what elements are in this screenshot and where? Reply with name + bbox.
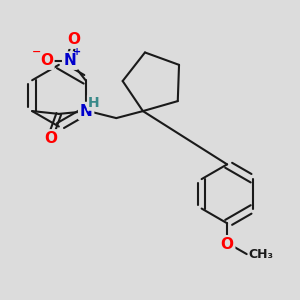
Text: O: O [44,131,57,146]
Text: H: H [88,96,100,110]
Text: O: O [40,53,53,68]
Text: +: + [73,46,81,56]
Text: N: N [64,53,76,68]
Text: −: − [32,47,41,57]
Text: N: N [80,103,92,118]
Text: O: O [67,32,80,47]
Text: O: O [220,237,234,252]
Text: CH₃: CH₃ [249,248,274,261]
